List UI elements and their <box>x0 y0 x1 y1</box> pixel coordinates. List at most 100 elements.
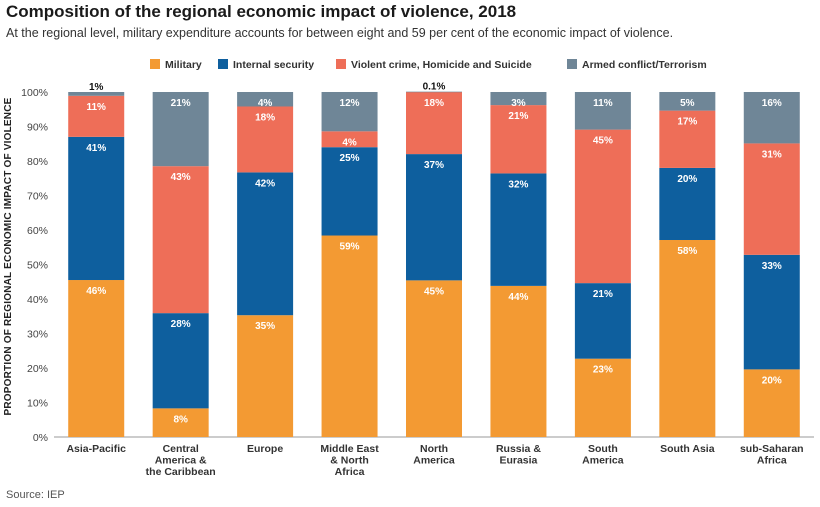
bar-segment <box>743 92 800 144</box>
data-label: 21% <box>508 111 528 122</box>
data-label: 46% <box>86 286 106 297</box>
legend-label: Internal security <box>233 59 314 71</box>
bar-segment <box>406 92 462 155</box>
bar-segment <box>237 92 294 107</box>
data-label: 1% <box>89 82 104 93</box>
x-category-label: the Caribbean <box>146 466 216 478</box>
data-label: 59% <box>340 242 360 253</box>
x-category-label: & North <box>330 455 369 467</box>
y-tick-label: 0% <box>33 432 48 444</box>
bar-segment <box>152 166 209 314</box>
legend-swatch <box>336 59 346 69</box>
bar-segment <box>490 285 547 437</box>
data-label: 20% <box>677 174 697 185</box>
bar-segment <box>743 254 800 370</box>
data-label: 33% <box>762 261 782 272</box>
bar-segment <box>574 129 631 284</box>
bar-segment <box>743 143 800 255</box>
data-label: 5% <box>680 98 695 109</box>
data-label: 11% <box>593 98 613 109</box>
bar-segment <box>490 92 547 106</box>
legend-swatch <box>150 59 160 69</box>
bar-segment <box>743 369 800 437</box>
x-category-label: America & <box>155 455 207 467</box>
x-category-label: Africa <box>757 455 787 467</box>
bar-segment <box>659 240 716 437</box>
data-label: 45% <box>424 286 444 297</box>
bar-segment <box>406 280 462 437</box>
data-label: 42% <box>255 178 275 189</box>
x-category-label: Eurasia <box>499 455 537 467</box>
y-tick-label: 20% <box>27 363 48 375</box>
bar-segment <box>321 147 378 236</box>
chart-title: Composition of the regional economic imp… <box>6 2 517 21</box>
bar-segment <box>68 280 125 437</box>
x-category-label: America <box>582 455 624 467</box>
x-category-label: Europe <box>247 443 283 455</box>
x-category-label: Africa <box>335 466 365 478</box>
bar-segment <box>574 283 631 359</box>
bar-segment <box>152 92 209 167</box>
bar-segment <box>152 408 209 437</box>
data-label: 11% <box>86 102 106 113</box>
data-label: 4% <box>258 98 273 109</box>
bar-segment <box>237 106 294 173</box>
bar-segment <box>406 91 462 93</box>
data-label: 4% <box>342 137 357 148</box>
bar-segment <box>237 172 294 316</box>
y-axis-label: PROPORTION OF REGIONAL ECONOMIC IMPACT O… <box>3 97 14 415</box>
data-label: 43% <box>171 172 191 183</box>
bar-segment <box>68 92 125 96</box>
x-category-label: North <box>420 443 448 455</box>
x-category-label: South Asia <box>660 443 715 455</box>
bar-segment <box>321 131 378 148</box>
data-label: 17% <box>677 117 697 128</box>
bar-segment <box>574 358 631 437</box>
bar-segment <box>321 92 378 132</box>
data-label: 31% <box>762 149 782 160</box>
data-label: 12% <box>340 98 360 109</box>
x-category-label: South <box>588 443 618 455</box>
data-label: 16% <box>762 98 782 109</box>
data-label: 21% <box>171 98 191 109</box>
legend-swatch <box>567 59 577 69</box>
y-tick-label: 60% <box>27 225 48 237</box>
y-tick-label: 10% <box>27 398 48 410</box>
data-label: 8% <box>173 414 188 425</box>
data-label: 18% <box>424 98 444 109</box>
bar-segment <box>68 95 125 137</box>
legend-label: Military <box>165 59 202 71</box>
bar-segment <box>321 235 378 437</box>
x-category-label: Middle East <box>320 443 379 455</box>
legend-label: Armed conflict/Terrorism <box>582 59 707 71</box>
data-label: 41% <box>86 143 106 154</box>
bar-segment <box>659 167 716 241</box>
chart-subtitle: At the regional level, military expendit… <box>6 26 674 40</box>
y-tick-label: 40% <box>27 294 48 306</box>
bar-segment <box>490 173 547 286</box>
data-label: 58% <box>677 246 697 257</box>
y-tick-label: 80% <box>27 156 48 168</box>
data-label: 20% <box>762 375 782 386</box>
y-tick-label: 30% <box>27 329 48 341</box>
y-tick-label: 50% <box>27 260 48 272</box>
bar-segment <box>406 154 462 281</box>
data-label: 44% <box>508 292 528 303</box>
x-category-label: sub-Saharan <box>740 443 804 455</box>
bar-segment <box>659 110 716 168</box>
data-label: 0.1% <box>423 82 446 93</box>
y-tick-label: 70% <box>27 191 48 203</box>
data-label: 3% <box>511 98 526 109</box>
bar-segment <box>152 313 209 409</box>
data-label: 23% <box>593 365 613 376</box>
bar-segment <box>68 136 125 281</box>
data-label: 28% <box>171 319 191 330</box>
data-label: 37% <box>424 160 444 171</box>
x-category-label: Asia-Pacific <box>66 443 126 455</box>
y-tick-label: 90% <box>27 122 48 134</box>
data-label: 21% <box>593 289 613 300</box>
x-category-label: Russia & <box>496 443 541 455</box>
data-label: 18% <box>255 112 275 123</box>
source-note: Source: IEP <box>6 489 65 501</box>
